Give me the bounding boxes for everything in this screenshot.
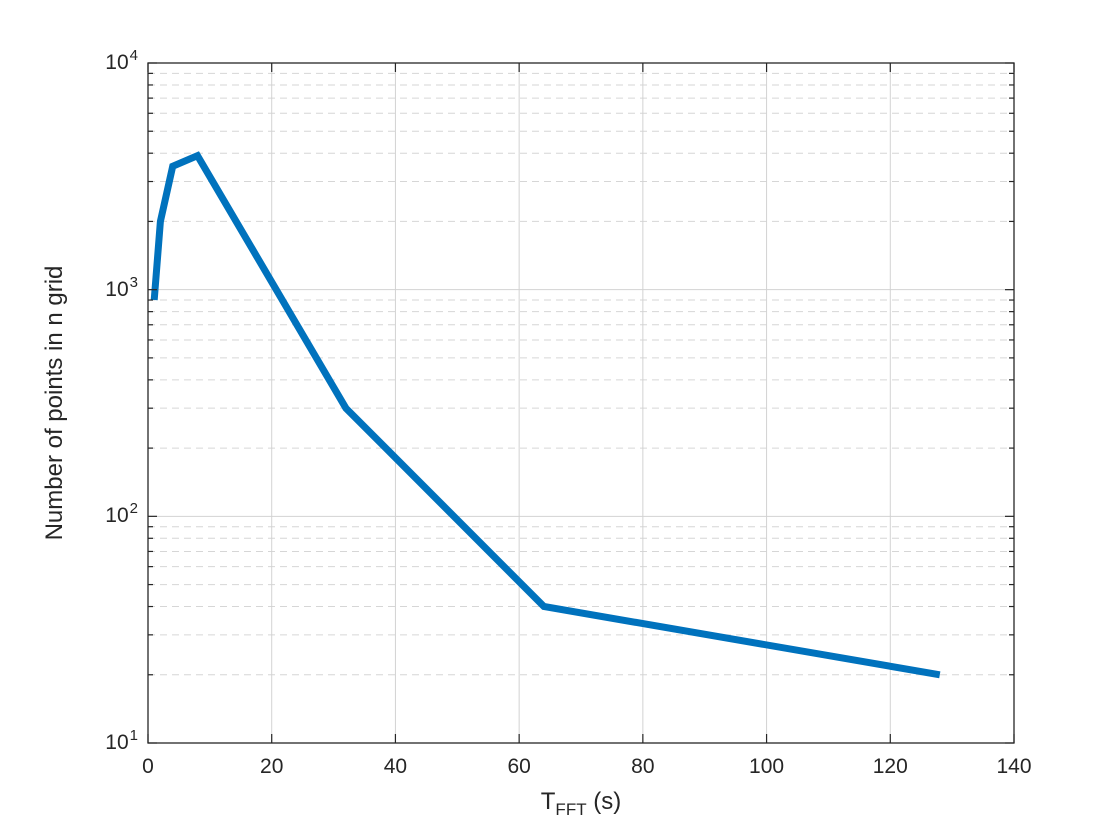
axis-ticks [147, 62, 1015, 744]
x-axis-label: TFFT (s) [540, 788, 622, 819]
minor-gridlines [148, 72, 1014, 676]
y-tick-label-base: 10 [105, 277, 129, 301]
y-tick-label: 103 [43, 273, 138, 305]
y-tick-label-exponent: 2 [129, 500, 138, 518]
x-tick-label: 0 [142, 755, 154, 778]
data-line-group [150, 151, 941, 679]
x-tick-label: 100 [749, 755, 785, 778]
y-tick-label: 102 [43, 500, 138, 531]
y-tick-label-base: 10 [105, 731, 129, 754]
x-axis-label-base: T [540, 788, 556, 815]
y-axis-label: Number of points in n grid [41, 265, 68, 541]
y-tick-label-exponent: 4 [129, 47, 138, 64]
axes-box-rect [147, 62, 1015, 744]
y-tick-label-exponent: 3 [129, 273, 138, 291]
x-tick-label: 60 [507, 755, 531, 778]
x-axis-label-subscript: FFT [555, 800, 587, 819]
x-tick-label: 80 [631, 755, 655, 778]
y-tick-label: 101 [43, 727, 138, 758]
x-tick-label: 120 [872, 755, 908, 778]
y-tick-label-exponent: 1 [129, 727, 138, 744]
x-tick-label: 20 [260, 755, 284, 778]
major-gridlines [148, 63, 1014, 743]
axes-box [147, 62, 1015, 744]
data-line [150, 151, 941, 679]
y-tick-label-base: 10 [105, 504, 129, 528]
x-tick-label: 140 [996, 755, 1032, 778]
y-tick-label: 104 [43, 47, 138, 78]
y-tick-label-base: 10 [105, 51, 129, 74]
x-axis-label-suffix: (s) [586, 788, 622, 815]
x-tick-label: 40 [383, 755, 408, 778]
